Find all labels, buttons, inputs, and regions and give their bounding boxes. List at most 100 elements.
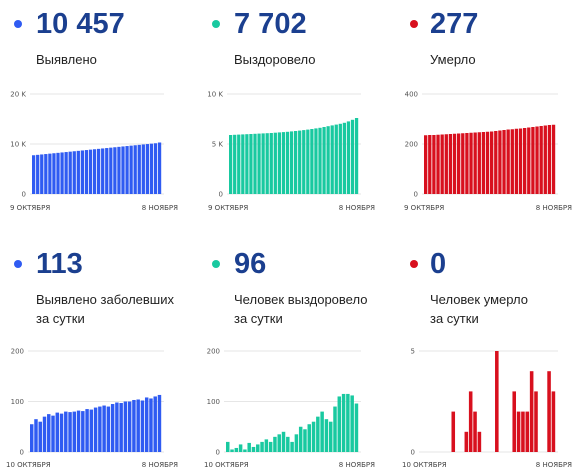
- bar: [469, 132, 473, 194]
- bar: [277, 132, 282, 194]
- bar: [249, 134, 253, 194]
- bar: [76, 410, 81, 452]
- bar: [498, 130, 502, 194]
- bar: [38, 421, 42, 452]
- bar: [535, 126, 539, 194]
- x-end-label: 8 НОЯБРЯ: [339, 461, 375, 469]
- y-tick-label: 0: [22, 191, 26, 199]
- bar: [551, 124, 556, 194]
- bar: [464, 431, 469, 452]
- bar: [354, 118, 359, 194]
- x-start-label: 9 ОКТЯБРЯ: [10, 204, 50, 212]
- bar: [440, 134, 444, 194]
- stat-label: Человек выздоровело: [234, 292, 368, 307]
- bar: [140, 400, 145, 452]
- bar: [350, 119, 355, 194]
- bar: [81, 411, 85, 452]
- bar: [318, 127, 322, 194]
- bar: [547, 371, 551, 452]
- y-tick-label: 0: [20, 449, 24, 457]
- bar: [324, 419, 329, 452]
- bar: [256, 444, 260, 452]
- bar: [330, 125, 334, 194]
- series-dot: [14, 20, 22, 28]
- bar: [102, 405, 106, 452]
- y-tick-label: 5: [411, 348, 415, 356]
- bar: [306, 129, 310, 194]
- y-tick-label: 5 K: [212, 141, 224, 149]
- bar: [289, 131, 294, 194]
- bar: [303, 429, 307, 452]
- stat-value: 277: [430, 8, 479, 40]
- bar: [88, 149, 93, 194]
- bar: [551, 391, 556, 452]
- bar: [245, 134, 249, 194]
- stat-value: 10 457: [36, 8, 125, 40]
- y-tick-label: 200: [207, 348, 220, 356]
- series-dot: [410, 260, 418, 268]
- y-tick-label: 20 K: [10, 91, 26, 99]
- bar: [539, 126, 543, 194]
- bar: [47, 414, 51, 452]
- bar: [42, 416, 47, 452]
- bar: [97, 148, 101, 194]
- bar: [320, 411, 324, 452]
- x-start-label: 9 ОКТЯБРЯ: [404, 204, 444, 212]
- bar: [149, 143, 154, 194]
- bar: [260, 441, 264, 452]
- bar: [123, 401, 128, 452]
- bar: [141, 144, 145, 194]
- bar: [265, 133, 269, 194]
- bar: [490, 131, 494, 194]
- x-end-label: 8 НОЯБРЯ: [142, 204, 178, 212]
- bar: [322, 127, 326, 194]
- y-tick-label: 0: [414, 191, 418, 199]
- bar: [316, 416, 320, 452]
- bar: [51, 415, 55, 452]
- stat-label: Выздоровело: [234, 52, 316, 67]
- stat-value: 96: [234, 248, 267, 280]
- bar: [72, 151, 76, 194]
- bar: [521, 411, 525, 452]
- bar: [109, 147, 113, 194]
- bar: [294, 131, 298, 194]
- bar: [145, 144, 150, 194]
- bar: [44, 154, 48, 194]
- bar: [261, 133, 265, 194]
- bar: [273, 436, 277, 452]
- bar: [157, 142, 162, 194]
- bar: [115, 402, 119, 452]
- bar: [157, 394, 162, 452]
- bar: [477, 431, 482, 452]
- bar: [125, 146, 129, 194]
- bar: [286, 436, 290, 452]
- bar: [298, 130, 302, 194]
- stat-label: Умерло: [430, 52, 476, 67]
- x-end-label: 8 НОЯБРЯ: [536, 461, 572, 469]
- bar: [302, 130, 306, 194]
- bar: [241, 134, 245, 194]
- bar: [234, 447, 239, 452]
- bar: [523, 128, 527, 194]
- bar: [485, 131, 490, 194]
- bar: [350, 395, 354, 452]
- bar: [516, 411, 521, 452]
- series-dot: [14, 260, 22, 268]
- bar: [121, 146, 125, 194]
- bar: [48, 153, 52, 194]
- x-end-label: 8 НОЯБРЯ: [142, 461, 178, 469]
- x-start-label: 9 ОКТЯБРЯ: [208, 204, 248, 212]
- bar: [510, 129, 514, 194]
- bar: [59, 413, 64, 452]
- x-end-label: 8 НОЯБРЯ: [536, 204, 572, 212]
- bar: [432, 135, 436, 194]
- bar: [473, 411, 477, 452]
- bar: [436, 134, 440, 194]
- bar: [85, 409, 89, 452]
- bar: [346, 393, 350, 452]
- bar: [328, 421, 333, 452]
- bar: [40, 154, 44, 194]
- bar: [448, 134, 453, 194]
